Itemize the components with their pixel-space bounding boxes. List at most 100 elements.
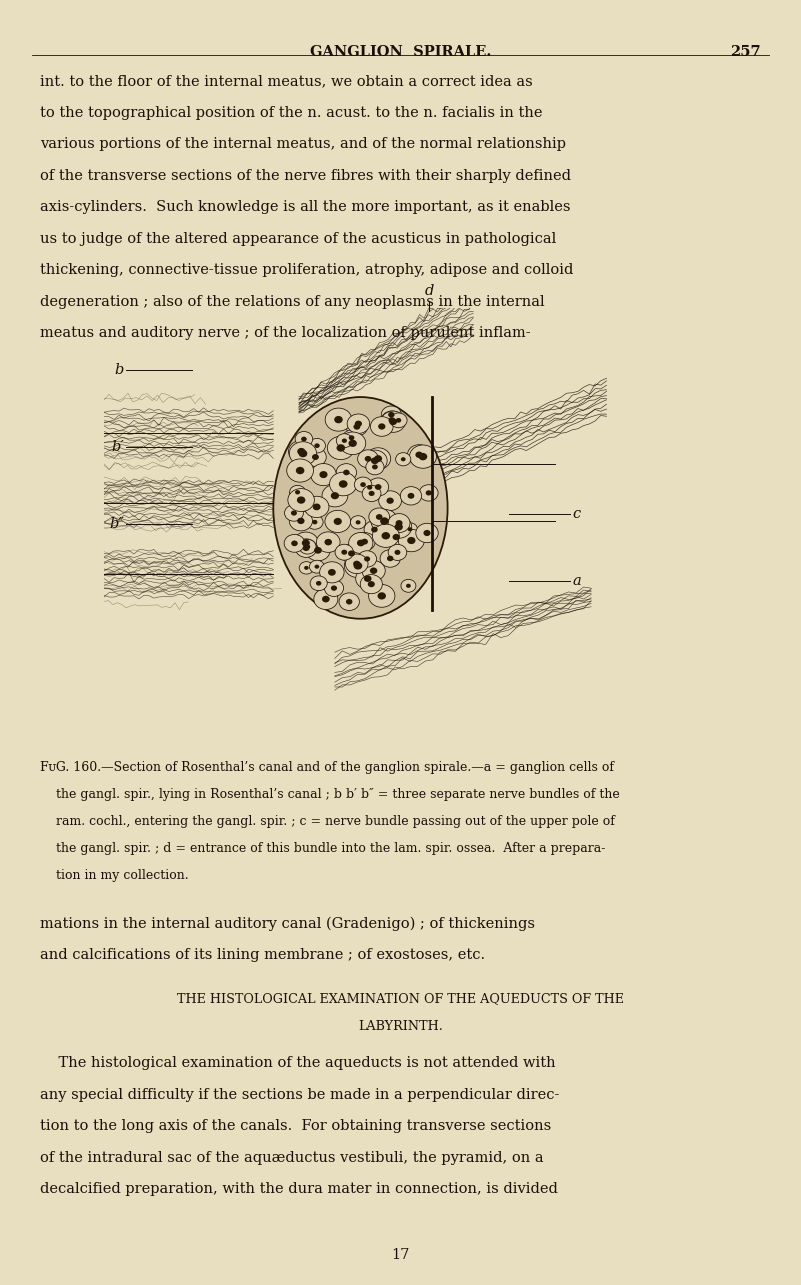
- Circle shape: [406, 583, 411, 587]
- Text: int. to the floor of the internal meatus, we obtain a correct idea as: int. to the floor of the internal meatus…: [40, 75, 533, 89]
- Circle shape: [343, 430, 360, 446]
- Circle shape: [363, 450, 387, 472]
- Circle shape: [311, 464, 336, 486]
- Circle shape: [312, 454, 319, 460]
- Circle shape: [360, 482, 366, 487]
- Circle shape: [322, 484, 348, 506]
- Circle shape: [416, 523, 438, 542]
- Circle shape: [389, 419, 397, 425]
- Circle shape: [329, 472, 356, 496]
- Circle shape: [396, 452, 411, 466]
- Text: of the intradural sac of the aquæductus vestibuli, the pyramid, on a: of the intradural sac of the aquæductus …: [40, 1151, 544, 1164]
- Text: 17: 17: [392, 1248, 409, 1262]
- Circle shape: [314, 589, 338, 609]
- Text: The histological examination of the aqueducts is not attended with: The histological examination of the aque…: [40, 1056, 556, 1070]
- Circle shape: [324, 538, 332, 545]
- Circle shape: [296, 538, 317, 558]
- Circle shape: [365, 447, 391, 469]
- Circle shape: [314, 547, 322, 554]
- Circle shape: [362, 486, 381, 501]
- Circle shape: [284, 535, 304, 553]
- Circle shape: [304, 496, 329, 518]
- Circle shape: [368, 478, 388, 496]
- Circle shape: [372, 464, 378, 469]
- Circle shape: [292, 541, 298, 546]
- Circle shape: [388, 514, 410, 532]
- Circle shape: [299, 450, 308, 457]
- Circle shape: [339, 481, 348, 488]
- Circle shape: [297, 496, 305, 504]
- Text: b′: b′: [111, 441, 124, 454]
- Text: decalcified preparation, with the dura mater in connection, is divided: decalcified preparation, with the dura m…: [40, 1182, 558, 1196]
- Circle shape: [320, 472, 328, 478]
- Circle shape: [409, 445, 437, 468]
- Circle shape: [407, 537, 416, 544]
- Circle shape: [371, 527, 378, 532]
- Circle shape: [364, 520, 384, 538]
- Text: FᴜG. 160.—Section of Rosenthal’s canal and of the ganglion spirale.—a = ganglion: FᴜG. 160.—Section of Rosenthal’s canal a…: [40, 761, 614, 774]
- Text: tion in my collection.: tion in my collection.: [56, 869, 189, 882]
- Circle shape: [314, 443, 320, 448]
- Circle shape: [312, 504, 320, 510]
- Text: thickening, connective-tissue proliferation, atrophy, adipose and colloid: thickening, connective-tissue proliferat…: [40, 263, 574, 278]
- Circle shape: [305, 545, 310, 549]
- Circle shape: [424, 529, 431, 536]
- Text: mations in the internal auditory canal (Gradenigo) ; of thickenings: mations in the internal auditory canal (…: [40, 916, 535, 930]
- Circle shape: [370, 416, 393, 437]
- Circle shape: [416, 451, 423, 457]
- Circle shape: [402, 523, 417, 536]
- Circle shape: [309, 560, 324, 573]
- Circle shape: [419, 484, 438, 501]
- Circle shape: [401, 580, 416, 592]
- Text: axis-cylinders.  Such knowledge is all the more important, as it enables: axis-cylinders. Such knowledge is all th…: [40, 200, 570, 215]
- Circle shape: [325, 409, 352, 432]
- Circle shape: [371, 457, 379, 464]
- Circle shape: [377, 592, 386, 600]
- Circle shape: [335, 545, 353, 560]
- Circle shape: [287, 459, 313, 482]
- Text: various portions of the internal meatus, and of the normal relationship: various portions of the internal meatus,…: [40, 137, 566, 152]
- Text: GANGLION  SPIRALE.: GANGLION SPIRALE.: [310, 45, 491, 59]
- Circle shape: [372, 524, 399, 547]
- Text: b″: b″: [109, 518, 124, 531]
- Circle shape: [374, 455, 382, 463]
- Circle shape: [368, 491, 375, 496]
- Circle shape: [299, 540, 316, 554]
- Circle shape: [291, 510, 297, 515]
- Circle shape: [379, 491, 401, 510]
- Circle shape: [328, 569, 336, 576]
- Circle shape: [360, 574, 382, 594]
- Circle shape: [312, 520, 317, 524]
- Circle shape: [366, 459, 384, 474]
- Circle shape: [353, 562, 362, 569]
- Circle shape: [345, 554, 368, 573]
- Circle shape: [368, 585, 395, 608]
- Circle shape: [293, 532, 319, 554]
- Circle shape: [394, 550, 400, 555]
- Circle shape: [348, 532, 373, 554]
- Text: and calcifications of its lining membrane ; of exostoses, etc.: and calcifications of its lining membran…: [40, 948, 485, 961]
- Text: us to judge of the altered appearance of the acusticus in pathological: us to judge of the altered appearance of…: [40, 231, 557, 245]
- Circle shape: [368, 508, 389, 526]
- Circle shape: [336, 445, 345, 451]
- Circle shape: [354, 532, 375, 551]
- Circle shape: [334, 416, 343, 423]
- Circle shape: [316, 581, 321, 586]
- Text: c: c: [573, 508, 581, 520]
- Text: ram. cochl., entering the gangl. spir. ; c = nerve bundle passing out of the upp: ram. cochl., entering the gangl. spir. ;…: [56, 815, 615, 828]
- Circle shape: [356, 568, 380, 589]
- Circle shape: [367, 486, 372, 490]
- Circle shape: [316, 532, 340, 553]
- Circle shape: [315, 564, 320, 569]
- Text: meatus and auditory nerve ; of the localization of purulent inflam-: meatus and auditory nerve ; of the local…: [40, 326, 531, 341]
- Circle shape: [381, 532, 390, 540]
- Circle shape: [297, 448, 305, 455]
- Circle shape: [380, 411, 405, 432]
- Circle shape: [362, 560, 385, 581]
- Circle shape: [348, 439, 357, 447]
- Circle shape: [303, 545, 309, 551]
- Circle shape: [306, 540, 330, 560]
- Circle shape: [396, 520, 403, 526]
- Text: degeneration ; also of the relations of any neoplasms in the internal: degeneration ; also of the relations of …: [40, 294, 545, 308]
- Circle shape: [380, 550, 400, 567]
